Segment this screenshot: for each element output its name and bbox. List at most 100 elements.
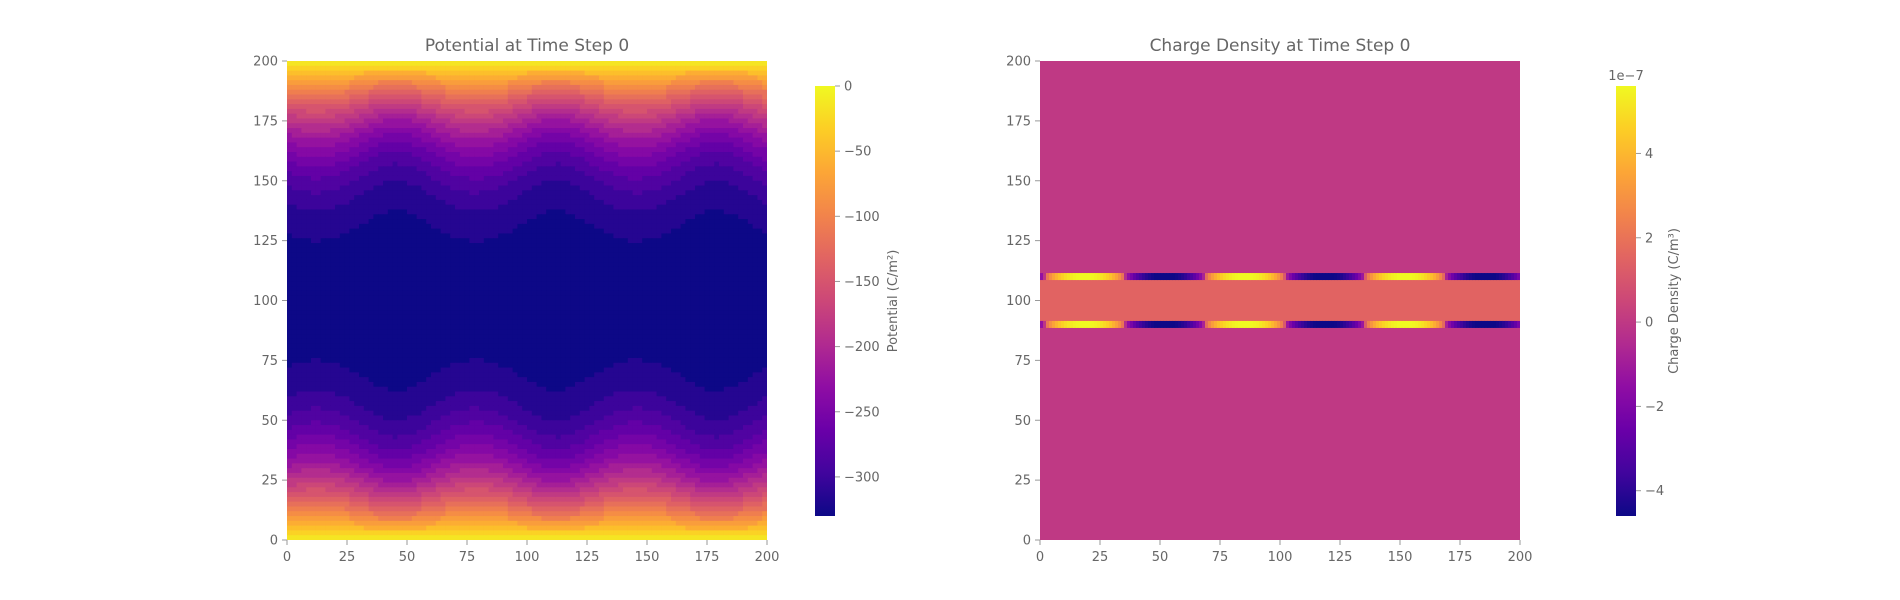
heatmap-cell xyxy=(407,113,413,120)
heatmap-cell xyxy=(575,89,581,96)
heatmap-cell xyxy=(416,219,422,225)
heatmap-cell xyxy=(743,166,749,172)
heatmap-cell xyxy=(632,190,638,196)
heatmap-cell xyxy=(618,123,624,129)
heatmap-cell xyxy=(762,123,767,129)
heatmap-cell xyxy=(397,113,403,120)
heatmap-cell xyxy=(464,142,470,148)
heatmap-cell xyxy=(479,161,485,167)
heatmap-cell xyxy=(344,295,350,302)
heatmap-cell xyxy=(603,171,610,177)
heatmap-cell xyxy=(560,257,566,263)
heatmap-cell xyxy=(603,228,610,235)
heatmap-cell xyxy=(762,152,767,158)
heatmap-cell xyxy=(503,94,509,100)
heatmap-cell xyxy=(733,94,739,100)
heatmap-cell xyxy=(546,271,552,278)
heatmap-cell xyxy=(536,209,542,215)
heatmap-cell xyxy=(560,290,566,297)
heatmap-cell xyxy=(699,128,706,134)
heatmap-cell xyxy=(387,190,394,196)
heatmap-cell xyxy=(637,238,643,244)
heatmap-cell xyxy=(411,94,418,100)
heatmap-cell xyxy=(531,243,538,249)
heatmap-cell xyxy=(541,156,547,163)
heatmap-cell xyxy=(594,70,600,76)
heatmap-cell xyxy=(627,70,634,76)
heatmap-cell xyxy=(680,94,686,100)
heatmap-cell xyxy=(373,118,379,124)
heatmap-cell xyxy=(531,209,538,215)
heatmap-cell xyxy=(311,286,317,292)
heatmap-cell xyxy=(315,156,322,163)
heatmap-cell xyxy=(584,104,590,110)
heatmap-cell xyxy=(560,286,566,292)
heatmap-cell xyxy=(383,75,389,81)
heatmap-cell xyxy=(378,175,384,182)
heatmap-cell xyxy=(555,161,562,167)
heatmap-cell xyxy=(714,147,720,153)
heatmap-cell xyxy=(407,281,413,287)
heatmap-cell xyxy=(330,84,336,91)
heatmap-cell xyxy=(517,180,523,187)
heatmap-cell xyxy=(373,281,379,287)
heatmap-cell xyxy=(743,152,749,158)
heatmap-cell xyxy=(555,142,562,148)
heatmap-cell xyxy=(685,147,691,153)
heatmap-cell xyxy=(445,166,451,172)
heatmap-cell xyxy=(594,286,600,292)
heatmap-cell xyxy=(752,276,758,282)
heatmap-cell xyxy=(354,276,360,282)
heatmap-cell xyxy=(315,286,322,292)
heatmap-cell xyxy=(474,262,480,268)
heatmap-cell xyxy=(647,276,653,282)
heatmap-cell xyxy=(392,271,398,278)
heatmap-cell xyxy=(709,99,715,105)
heatmap-cell xyxy=(339,190,346,196)
heatmap-cell xyxy=(498,99,504,105)
heatmap-cell xyxy=(469,152,475,158)
heatmap-cell xyxy=(584,276,590,282)
heatmap-cell xyxy=(407,161,413,167)
heatmap-cell xyxy=(483,276,490,282)
heatmap-cell xyxy=(479,147,485,153)
heatmap-cell xyxy=(359,128,365,134)
heatmap-cell xyxy=(632,276,638,282)
heatmap-cell xyxy=(498,84,504,91)
heatmap-cell xyxy=(747,190,754,196)
heatmap-cell xyxy=(757,281,763,287)
heatmap-cell xyxy=(623,247,629,254)
heatmap-cell xyxy=(570,132,576,139)
heatmap-cell xyxy=(315,123,322,129)
heatmap-cell xyxy=(618,276,624,282)
heatmap-cell xyxy=(445,295,451,302)
heatmap-cell xyxy=(719,247,725,254)
heatmap-cell xyxy=(699,199,706,206)
heatmap-cell xyxy=(757,152,763,158)
heatmap-cell xyxy=(479,295,485,302)
heatmap-cell xyxy=(719,223,725,230)
heatmap-cell xyxy=(762,257,767,263)
heatmap-cell xyxy=(416,123,422,129)
heatmap-cell xyxy=(426,123,432,129)
heatmap-cell xyxy=(445,223,451,230)
heatmap-cell xyxy=(675,252,682,258)
heatmap-cell xyxy=(512,161,518,167)
heatmap-cell xyxy=(435,118,442,124)
heatmap-cell xyxy=(517,156,523,163)
heatmap-cell xyxy=(507,276,514,282)
heatmap-cell xyxy=(627,104,634,110)
heatmap-cell xyxy=(695,271,701,278)
heatmap-cell xyxy=(752,118,758,124)
heatmap-cell xyxy=(407,147,413,153)
heatmap-cell xyxy=(368,223,374,230)
heatmap-cell xyxy=(450,161,456,167)
heatmap-cell xyxy=(541,80,547,86)
heatmap-cell xyxy=(469,209,475,215)
heatmap-cell xyxy=(709,228,715,235)
heatmap-cell xyxy=(618,228,624,235)
heatmap-cell xyxy=(296,209,302,215)
heatmap-cell xyxy=(426,147,432,153)
heatmap-cell xyxy=(699,70,706,76)
heatmap-cell xyxy=(397,185,403,191)
